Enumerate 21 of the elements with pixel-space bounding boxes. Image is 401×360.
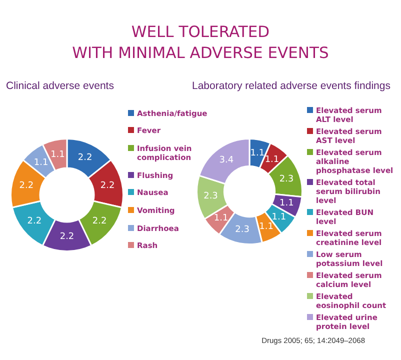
data-label: 2.2 bbox=[27, 216, 42, 226]
data-label: 1.1 bbox=[214, 214, 228, 224]
data-label: 1.1 bbox=[264, 154, 280, 165]
data-label: 1.1 bbox=[259, 222, 274, 232]
data-label: 2.2 bbox=[78, 152, 92, 163]
data-label: 1.1 bbox=[280, 198, 294, 209]
data-label: 2.3 bbox=[279, 174, 294, 184]
data-label: 2.2 bbox=[100, 181, 115, 192]
chart-subtitle: Clinical adverse events bbox=[6, 80, 114, 92]
data-label: 2.3 bbox=[235, 225, 250, 236]
data-label: 1.1 bbox=[50, 150, 65, 160]
data-label: 1.1 bbox=[250, 148, 265, 159]
data-label: 2.2 bbox=[92, 216, 107, 226]
data-label: 3.4 bbox=[219, 155, 234, 166]
data-label: 2.3 bbox=[204, 192, 218, 202]
data-label: 1.1 bbox=[34, 158, 48, 168]
data-label: 1.1 bbox=[272, 212, 286, 222]
chart-title: WELL TOLERATED WITH MINIMAL ADVERSE EVENTS bbox=[71, 22, 330, 64]
data-label: 2.2 bbox=[19, 181, 34, 192]
data-label: 2.2 bbox=[60, 232, 74, 242]
chart-title: Laboratory related adverse events findings bbox=[192, 80, 392, 92]
